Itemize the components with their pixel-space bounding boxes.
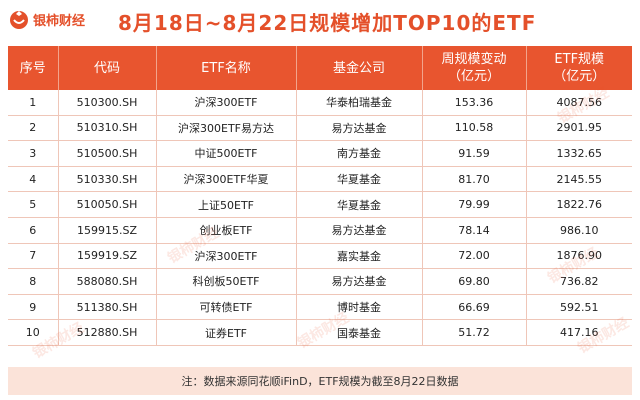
column-header: ETF名称 [156, 46, 297, 90]
code-cell: 159915.SZ [58, 217, 157, 244]
weekly-change-cell: 81.70 [422, 166, 527, 193]
weekly-change-cell: 153.36 [422, 90, 527, 116]
etf-size-cell: 4087.56 [526, 90, 632, 116]
code-cell: 512880.SH [58, 319, 157, 346]
column-header: ETF规模 （亿元） [526, 46, 632, 90]
etf-size-cell: 736.82 [526, 268, 632, 295]
table-body: 1 510300.SH 沪深300ETF 华泰柏瑞基金 153.36 4087.56 2 51… [8, 90, 632, 346]
row-number-cell: 5 [8, 191, 59, 218]
row-number-cell: 10 [8, 319, 59, 346]
code-cell: 159919.SZ [58, 243, 157, 270]
table-row: 9 511380.SH 可转债ETF 博时基金 66.69 592.51 [8, 294, 632, 321]
table-row: 6 159915.SZ 创业板ETF 易方达基金 78.14 986.10 [8, 217, 632, 244]
fund-company-cell: 博时基金 [296, 294, 423, 321]
column-header: 序号 [8, 46, 59, 90]
code-cell: 510500.SH [58, 140, 157, 167]
code-cell: 510300.SH [58, 90, 157, 116]
fund-company-cell: 南方基金 [296, 140, 423, 167]
fund-company-cell: 易方达基金 [296, 268, 423, 295]
etf-name-cell: 沪深300ETF华夏 [156, 166, 297, 193]
row-number-cell: 3 [8, 140, 59, 167]
table-row: 2 510310.SH 沪深300ETF易方达 易方达基金 110.58 2901.95 [8, 115, 632, 142]
etf-size-cell: 592.51 [526, 294, 632, 321]
weekly-change-cell: 78.14 [422, 217, 527, 244]
weekly-change-cell: 79.99 [422, 191, 527, 218]
fund-company-cell: 国泰基金 [296, 319, 423, 346]
etf-size-cell: 1876.90 [526, 243, 632, 270]
code-cell: 510310.SH [58, 115, 157, 142]
weekly-change-cell: 91.59 [422, 140, 527, 167]
table-row: 8 588080.SH 科创板50ETF 易方达基金 69.80 736.82 [8, 268, 632, 295]
fund-company-cell: 嘉实基金 [296, 243, 423, 270]
page-header: 银柿财经 8月18日~8月22日规模增加TOP10的ETF [0, 0, 640, 40]
etf-table: 序号 代码 ETF名称 基金公司 周规模变动 （亿元） ETF规模 （亿元） 1 510300.… [8, 46, 632, 346]
row-number-cell: 9 [8, 294, 59, 321]
table-row: 5 510050.SH 上证50ETF 华夏基金 79.99 1822.76 [8, 191, 632, 218]
etf-size-cell: 2145.55 [526, 166, 632, 193]
row-number-cell: 4 [8, 166, 59, 193]
brand-logo: 银柿财经 [8, 8, 85, 30]
etf-name-cell: 中证500ETF [156, 140, 297, 167]
column-header: 周规模变动 （亿元） [422, 46, 527, 90]
fund-company-cell: 易方达基金 [296, 115, 423, 142]
etf-size-cell: 1822.76 [526, 191, 632, 218]
fund-company-cell: 华泰柏瑞基金 [296, 90, 423, 116]
etf-size-cell: 417.16 [526, 319, 632, 346]
etf-name-cell: 证券ETF [156, 319, 297, 346]
column-header: 基金公司 [296, 46, 423, 90]
etf-name-cell: 创业板ETF [156, 217, 297, 244]
source-note: 注：数据来源同花顺iFinD，ETF规模为截至8月22日数据 [8, 367, 632, 395]
table-row: 7 159919.SZ 沪深300ETF 嘉实基金 72.00 1876.90 [8, 243, 632, 270]
etf-name-cell: 沪深300ETF [156, 243, 297, 270]
code-cell: 511380.SH [58, 294, 157, 321]
fund-company-cell: 易方达基金 [296, 217, 423, 244]
table-header-row: 序号 代码 ETF名称 基金公司 周规模变动 （亿元） ETF规模 （亿元） [8, 46, 632, 90]
column-header: 代码 [58, 46, 157, 90]
weekly-change-cell: 110.58 [422, 115, 527, 142]
etf-size-cell: 986.10 [526, 217, 632, 244]
fund-company-cell: 华夏基金 [296, 191, 423, 218]
etf-name-cell: 上证50ETF [156, 191, 297, 218]
table-row: 3 510500.SH 中证500ETF 南方基金 91.59 1332.65 [8, 140, 632, 167]
code-cell: 510050.SH [58, 191, 157, 218]
table-row: 10 512880.SH 证券ETF 国泰基金 51.72 417.16 [8, 319, 632, 346]
row-number-cell: 8 [8, 268, 59, 295]
fund-company-cell: 华夏基金 [296, 166, 423, 193]
weekly-change-cell: 51.72 [422, 319, 527, 346]
table-row: 1 510300.SH 沪深300ETF 华泰柏瑞基金 153.36 4087.56 [8, 90, 632, 116]
etf-size-cell: 2901.95 [526, 115, 632, 142]
code-cell: 510330.SH [58, 166, 157, 193]
code-cell: 588080.SH [58, 268, 157, 295]
weekly-change-cell: 69.80 [422, 268, 527, 295]
weekly-change-cell: 72.00 [422, 243, 527, 270]
weekly-change-cell: 66.69 [422, 294, 527, 321]
row-number-cell: 1 [8, 90, 59, 116]
etf-name-cell: 沪深300ETF [156, 90, 297, 116]
row-number-cell: 6 [8, 217, 59, 244]
persimmon-logo-icon [8, 8, 30, 30]
brand-name: 银柿财经 [33, 13, 86, 29]
etf-name-cell: 沪深300ETF易方达 [156, 115, 297, 142]
page-title: 8月18日~8月22日规模增加TOP10的ETF [118, 11, 537, 35]
row-number-cell: 7 [8, 243, 59, 270]
etf-name-cell: 科创板50ETF [156, 268, 297, 295]
etf-size-cell: 1332.65 [526, 140, 632, 167]
row-number-cell: 2 [8, 115, 59, 142]
etf-name-cell: 可转债ETF [156, 294, 297, 321]
table-row: 4 510330.SH 沪深300ETF华夏 华夏基金 81.70 2145.55 [8, 166, 632, 193]
